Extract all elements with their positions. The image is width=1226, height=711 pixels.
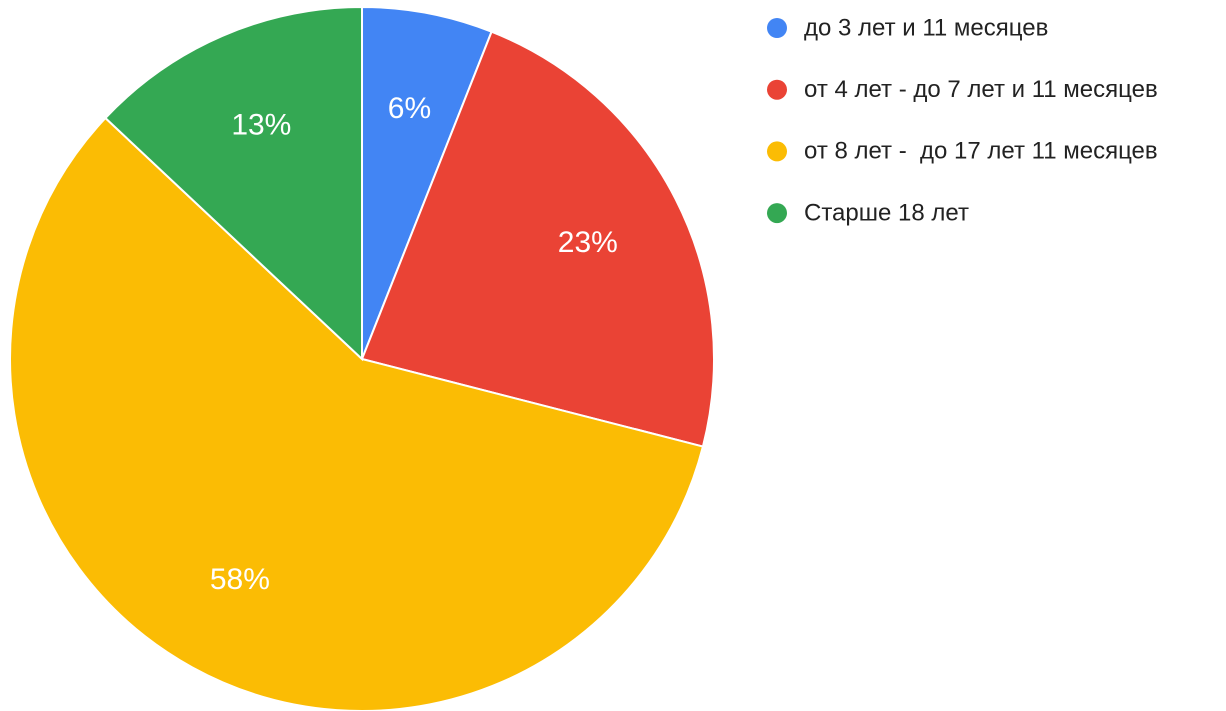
pie-slice (9, 116, 705, 711)
legend-marker (767, 79, 787, 100)
legend-label: Старше 18 лет (804, 199, 969, 226)
legend-marker (767, 141, 787, 162)
data-label: 13% (231, 108, 291, 141)
data-label: 6% (388, 92, 431, 125)
pie-slice (361, 5, 493, 360)
pie-slice (103, 5, 363, 362)
data-label: 58% (210, 563, 270, 596)
legend-marker (767, 203, 787, 224)
legend-label: от 8 лет - до 17 лет 11 месяцев (804, 138, 1158, 165)
pie-slice (360, 30, 715, 448)
data-label: 23% (558, 226, 618, 259)
legend-label: от 4 лет - до 7 лет и 11 месяцев (804, 76, 1158, 103)
legend-label: до 3 лет и 11 месяцев (804, 14, 1048, 41)
legend-marker (767, 18, 787, 38)
